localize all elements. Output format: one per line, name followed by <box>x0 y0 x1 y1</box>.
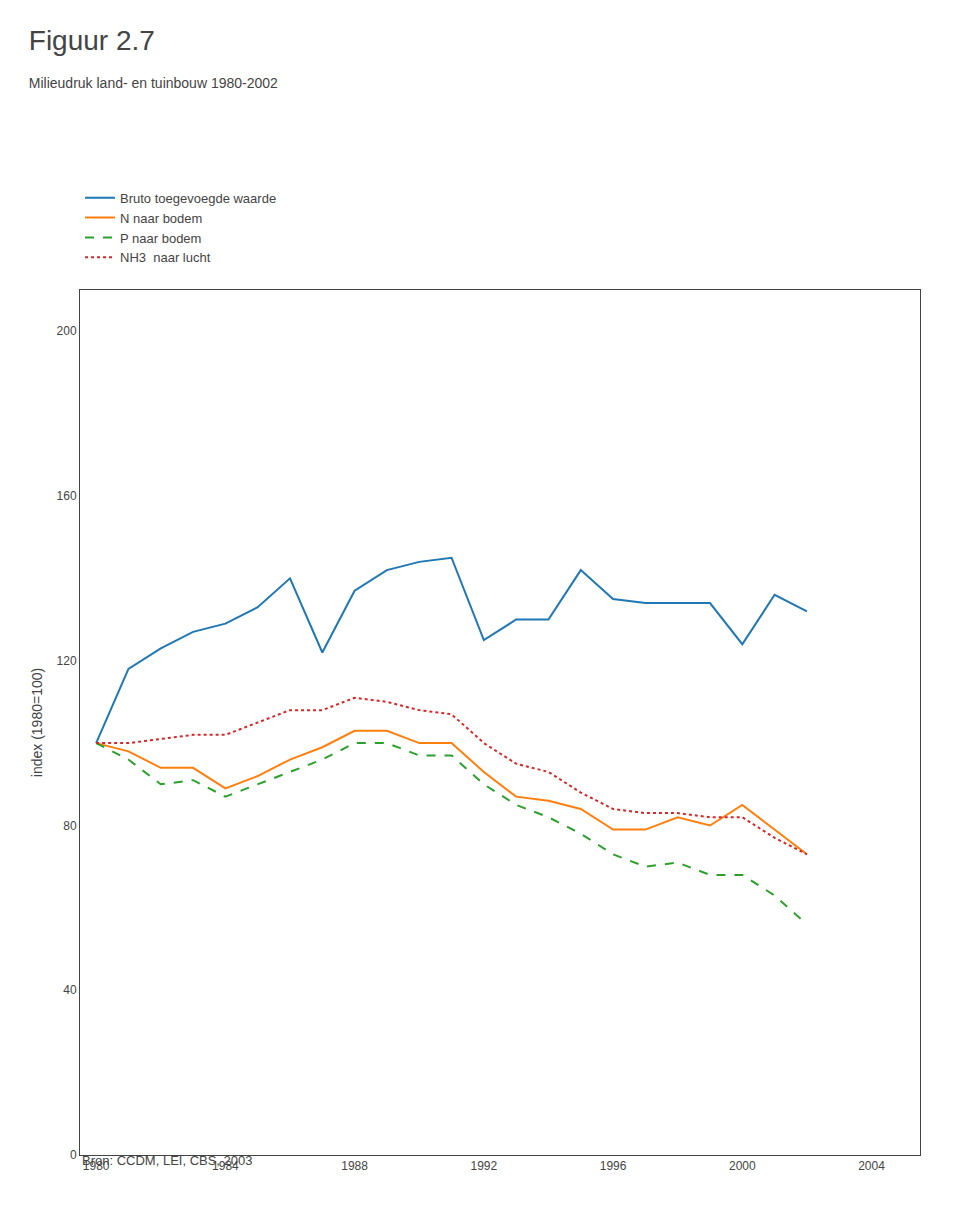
svg-text:index (1980=100): index (1980=100) <box>29 668 45 777</box>
svg-text:1988: 1988 <box>341 1159 368 1173</box>
svg-text:1996: 1996 <box>600 1159 627 1173</box>
svg-text:2004: 2004 <box>858 1159 885 1173</box>
svg-text:N naar bodem: N naar bodem <box>120 211 202 226</box>
svg-text:0: 0 <box>70 1148 77 1162</box>
svg-text:Bruto toegevoegde waarde: Bruto toegevoegde waarde <box>120 191 276 206</box>
svg-text:Figuur 2.7: Figuur 2.7 <box>29 25 155 56</box>
svg-text:1992: 1992 <box>470 1159 497 1173</box>
svg-text:2000: 2000 <box>729 1159 756 1173</box>
svg-text:160: 160 <box>57 489 77 503</box>
svg-text:1984: 1984 <box>212 1159 239 1173</box>
svg-text:NH3 naar lucht: NH3 naar lucht <box>120 250 211 265</box>
svg-text:200: 200 <box>57 324 77 338</box>
svg-text:1980: 1980 <box>83 1159 110 1173</box>
svg-text:Milieudruk land- en tuinbouw 1: Milieudruk land- en tuinbouw 1980-2002 <box>29 75 278 91</box>
svg-text:P naar bodem: P naar bodem <box>120 231 201 246</box>
svg-text:120: 120 <box>57 654 77 668</box>
svg-text:40: 40 <box>63 983 77 997</box>
svg-text:Bron: CCDM, LEI, CBS, 2003: Bron: CCDM, LEI, CBS, 2003 <box>82 1153 253 1168</box>
svg-text:80: 80 <box>63 819 77 833</box>
